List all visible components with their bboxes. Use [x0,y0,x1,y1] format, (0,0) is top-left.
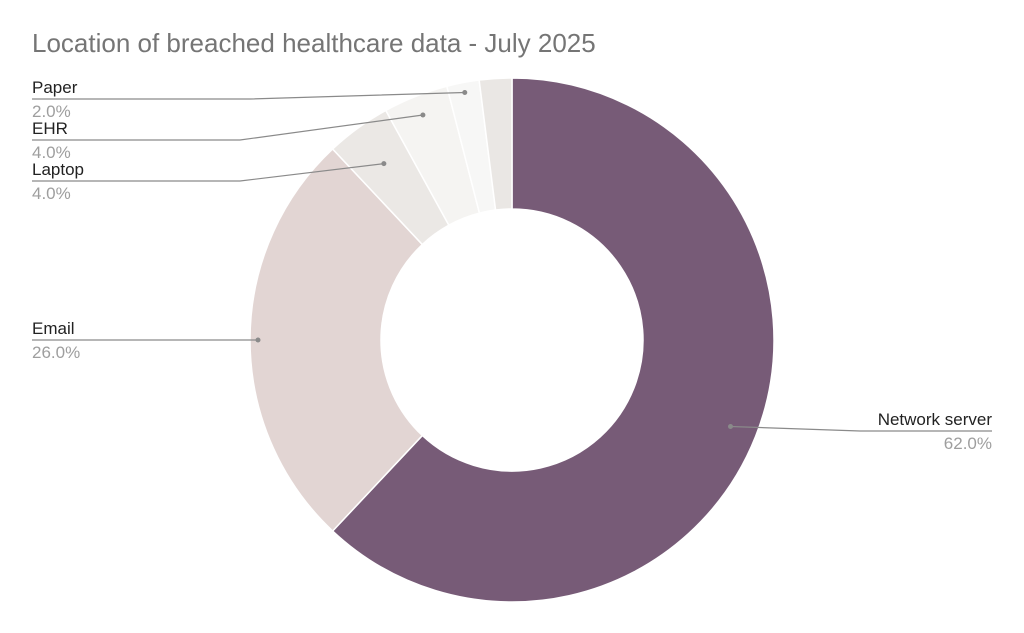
leader-dot-ehr [420,112,426,118]
slice-network-server [331,77,775,603]
slice-percent-network-server: 62.0% [944,434,992,453]
chart-title: Location of breached healthcare data - J… [32,28,596,58]
slice-email [249,147,424,533]
leader-line-paper [32,91,465,100]
slice-percent-laptop: 4.0% [32,184,71,203]
slice-label-laptop: Laptop [32,160,84,179]
leader-line-laptop [32,163,384,182]
leader-lines-group [32,89,992,432]
slice-label-paper: Paper [32,78,78,97]
slice-percent-ehr: 4.0% [32,143,71,162]
slices-group [249,77,775,603]
slice-label-email: Email [32,319,75,338]
slice-label-ehr: EHR [32,119,68,138]
slice-unlabeled-5 [478,77,513,211]
leader-dot-network-server [727,424,733,430]
leader-dot-laptop [381,161,387,167]
slice-percent-paper: 2.0% [32,102,71,121]
leader-dot-paper [462,89,468,95]
leader-line-ehr [32,114,423,141]
slice-labels-group: Network server62.0%Email26.0%Laptop4.0%E… [32,78,992,453]
slice-label-network-server: Network server [878,410,993,429]
slice-percent-email: 26.0% [32,343,80,362]
leader-line-network-server [730,425,992,432]
leader-dot-email [255,337,261,343]
